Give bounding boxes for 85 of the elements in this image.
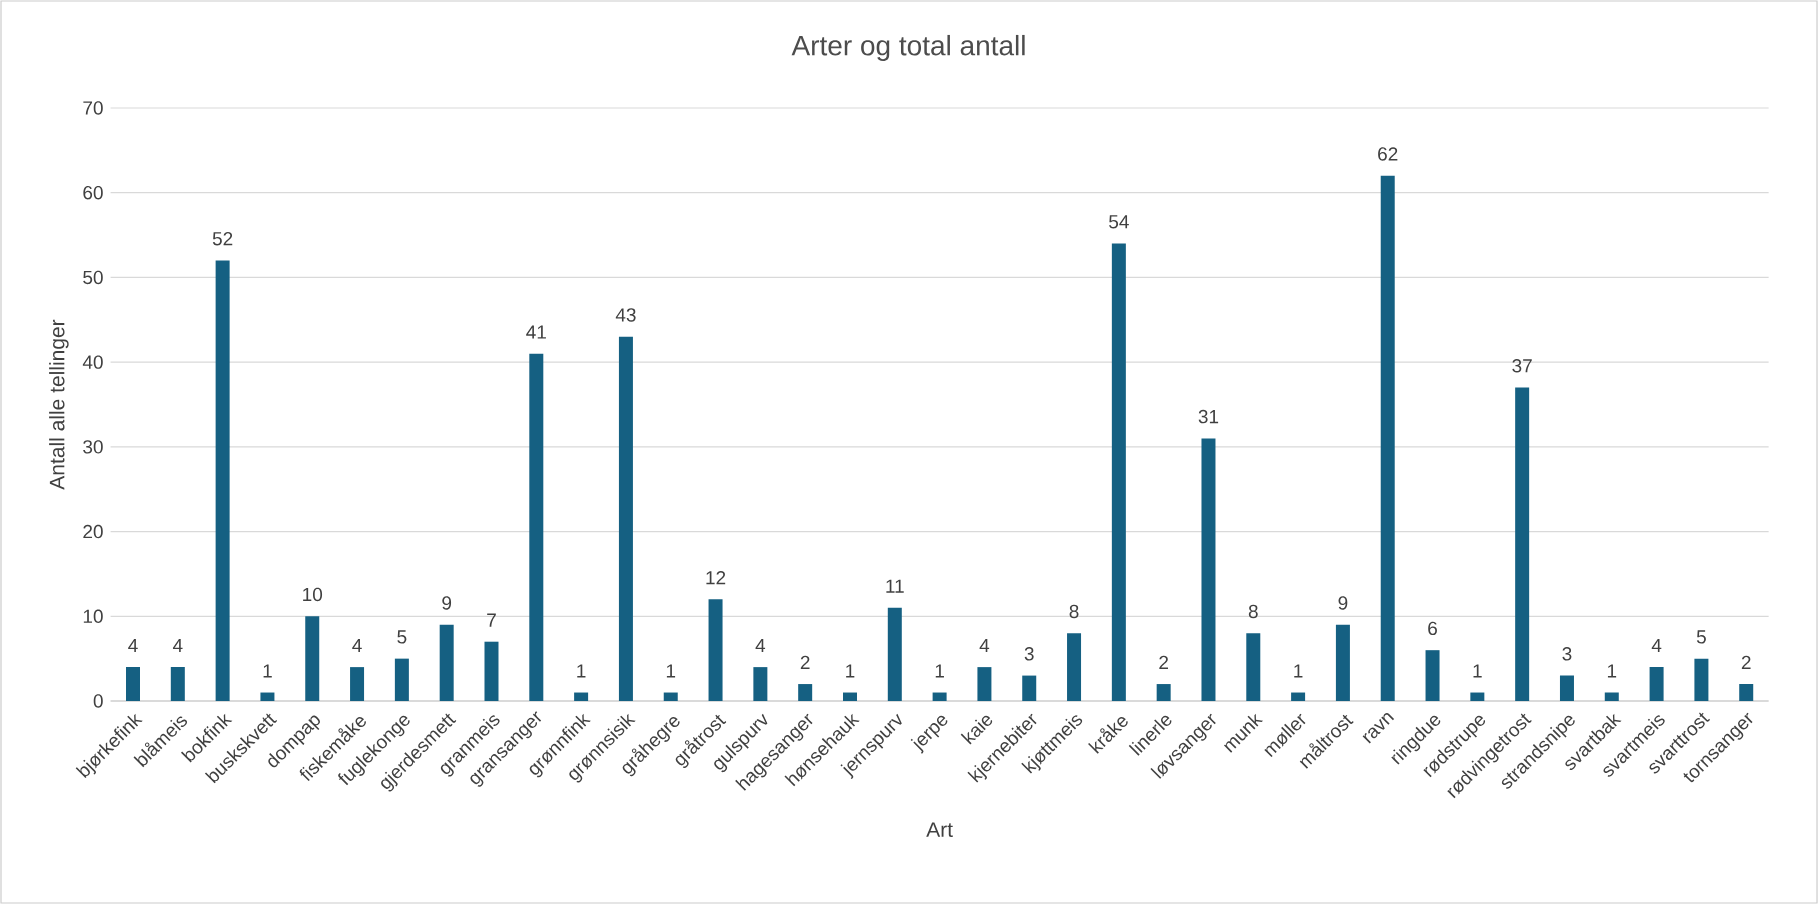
data-label: 37 (1512, 359, 1532, 373)
chart-title: Arter og total antall (791, 34, 1025, 62)
data-label: 2 (1159, 655, 1169, 669)
data-label: 1 (935, 664, 944, 678)
bar (663, 692, 678, 701)
bar (484, 641, 499, 701)
data-label: 1 (1473, 664, 1482, 678)
bar (529, 353, 544, 701)
bar (932, 692, 947, 701)
y-tick-label: 50 (83, 270, 103, 285)
data-label: 10 (303, 587, 323, 602)
bar (842, 692, 857, 701)
bar (1694, 658, 1709, 701)
bar (1559, 675, 1574, 701)
y-tick-label: 20 (83, 524, 103, 539)
y-tick-label: 10 (83, 609, 103, 624)
data-label: 4 (979, 638, 990, 653)
bar (1380, 175, 1395, 701)
data-label: 1 (666, 664, 676, 678)
bar (260, 692, 275, 701)
data-label: 8 (1248, 604, 1258, 619)
data-label: 2 (1741, 655, 1751, 669)
bar (708, 599, 723, 701)
bar (439, 624, 454, 701)
data-label: 41 (526, 325, 546, 339)
data-label: 8 (1069, 604, 1079, 619)
y-tick-label: 0 (93, 694, 103, 708)
y-tick-label: 60 (83, 185, 103, 200)
bar (1470, 692, 1485, 701)
data-label: 4 (128, 638, 138, 653)
bar (1291, 692, 1306, 701)
data-label: 1 (263, 664, 272, 678)
bar (126, 667, 140, 701)
data-label: 52 (212, 231, 233, 246)
y-tick-label: 40 (82, 355, 103, 369)
data-label: 1 (577, 664, 586, 678)
data-label: 11 (886, 579, 904, 593)
data-label: 4 (172, 638, 183, 653)
bar (1604, 692, 1619, 701)
bar (1739, 684, 1754, 701)
bar (1111, 243, 1126, 701)
bar (887, 607, 902, 701)
data-label: 4 (755, 638, 766, 653)
bar (394, 658, 409, 701)
data-label: 12 (706, 571, 726, 585)
bar (1649, 667, 1664, 701)
bar (618, 336, 633, 701)
data-label: 3 (1562, 647, 1572, 661)
data-label: 6 (1428, 621, 1437, 636)
data-label: 31 (1198, 409, 1219, 424)
data-label: 9 (442, 596, 452, 610)
data-label: 62 (1378, 147, 1398, 161)
y-tick-label: 70 (83, 101, 103, 115)
bar (1425, 650, 1440, 701)
data-label: 2 (800, 655, 810, 669)
bar (1156, 684, 1171, 701)
data-label: 1 (1294, 664, 1303, 678)
data-label: 5 (1696, 630, 1706, 644)
bar (1246, 633, 1261, 701)
bar (1022, 675, 1037, 701)
bar (753, 667, 768, 701)
data-label: 54 (1109, 215, 1129, 229)
bar (574, 692, 589, 701)
bar (350, 667, 365, 701)
y-axis-title: Antall alle tellinger (49, 319, 69, 490)
data-label: 9 (1338, 596, 1348, 610)
bar (1515, 387, 1530, 701)
bar (977, 667, 992, 701)
y-tick-label: 30 (83, 440, 103, 454)
data-label: 3 (1024, 647, 1034, 661)
bar (1201, 438, 1216, 701)
bar (1067, 633, 1082, 701)
data-label: 5 (397, 630, 407, 644)
bar (170, 667, 185, 701)
data-label: 43 (615, 308, 636, 322)
bar (215, 260, 230, 701)
data-label: 7 (487, 613, 496, 627)
data-label: 1 (1607, 664, 1617, 678)
data-label: 4 (352, 638, 362, 653)
data-label: 4 (1651, 638, 1662, 653)
bar (798, 684, 813, 701)
bar (1335, 624, 1350, 701)
bar (305, 616, 320, 701)
data-label: 1 (846, 664, 855, 678)
x-axis-title: Art (926, 822, 953, 838)
